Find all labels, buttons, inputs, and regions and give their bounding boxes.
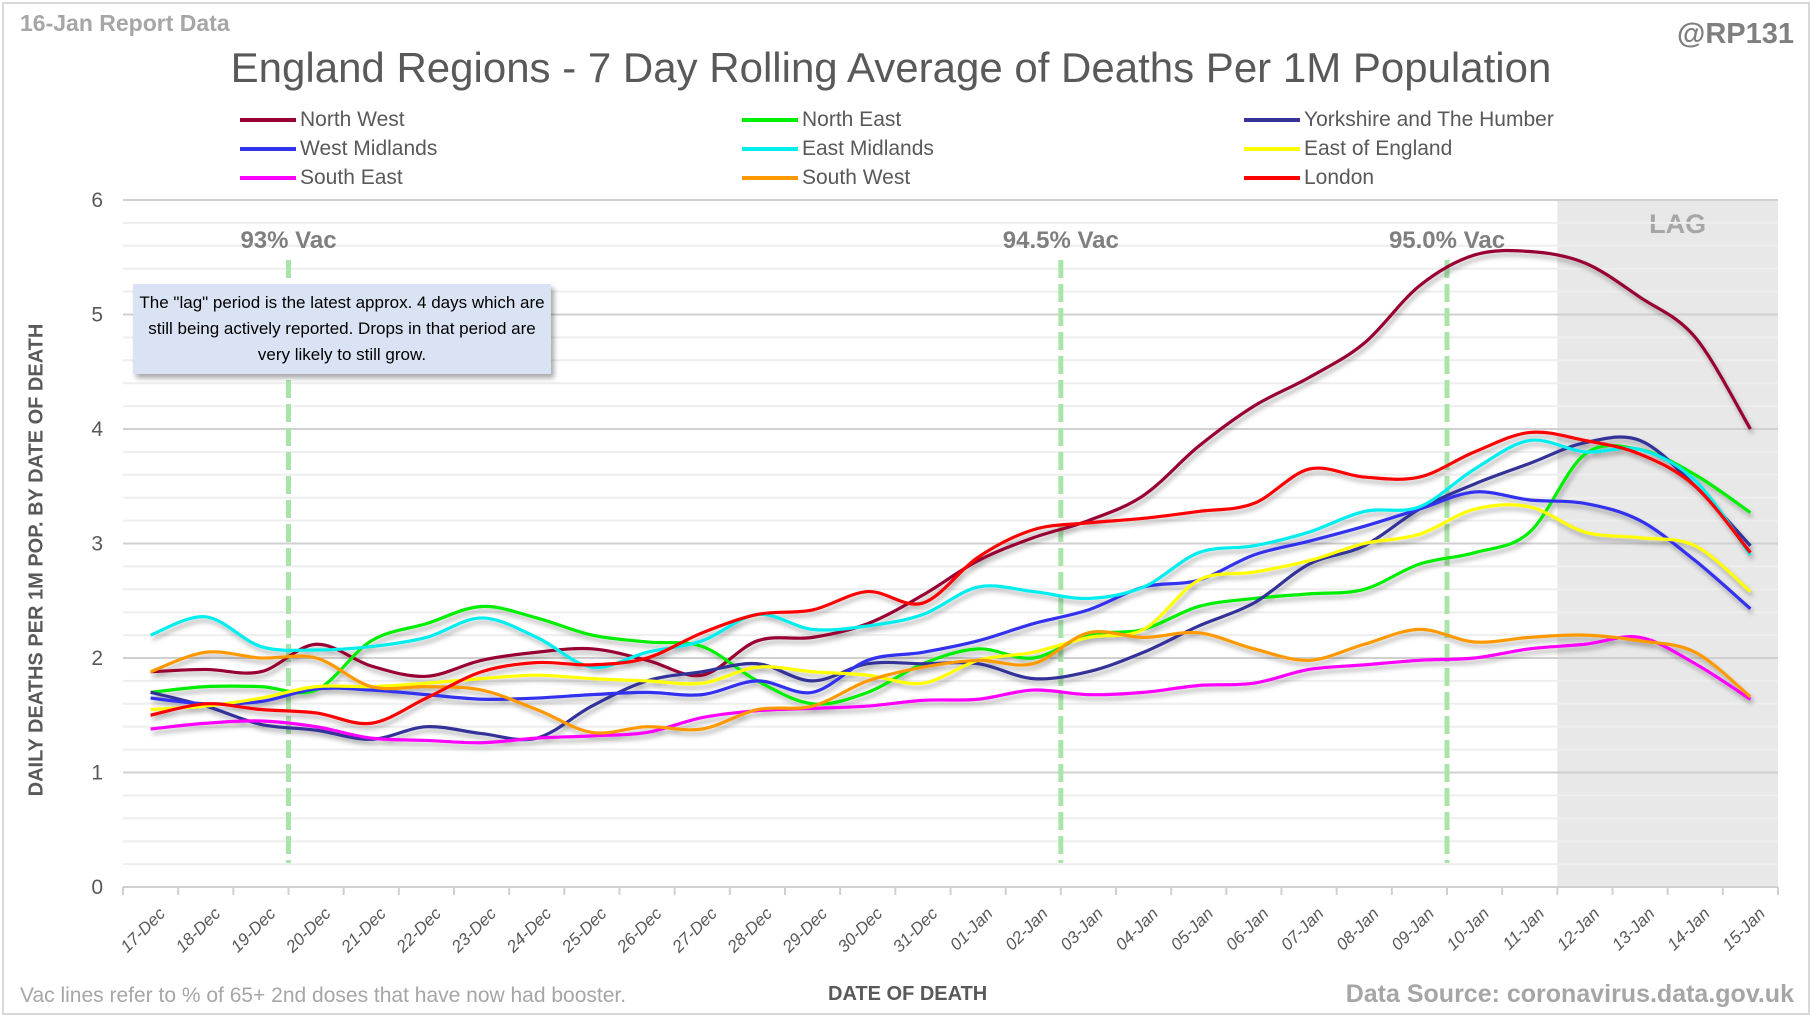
x-tick-label: 26-Dec [613, 904, 666, 957]
x-tick-label: 07-Jan [1277, 904, 1327, 954]
legend-swatch [1244, 146, 1300, 151]
legend-label: London [1304, 165, 1375, 189]
legend-swatch [742, 146, 798, 151]
x-tick-label: 22-Dec [392, 904, 445, 957]
x-tick-label: 10-Jan [1443, 904, 1493, 954]
x-tick-label: 09-Jan [1388, 904, 1438, 954]
x-tick-label: 04-Jan [1112, 904, 1162, 954]
legend-swatch [240, 175, 296, 180]
x-tick-label: 01-Jan [946, 904, 996, 954]
x-tick-label: 20-Dec [282, 904, 335, 957]
legend-swatch [1244, 117, 1300, 122]
x-tick-label: 31-Dec [889, 904, 942, 957]
x-tick-label: 21-Dec [337, 904, 390, 957]
series-line-east-midlands [150, 438, 1752, 670]
x-tick-label: 06-Jan [1222, 904, 1272, 954]
vac-footnote: Vac lines refer to % of 65+ 2nd doses th… [20, 984, 627, 1007]
x-tick-label: 02-Jan [1002, 904, 1052, 954]
y-axis-label: DAILY DEATHS PER 1M POP. BY DATE OF DEAT… [25, 323, 48, 797]
legend-item: East Midlands [742, 135, 1244, 162]
legend-swatch [240, 117, 296, 122]
y-tick-label: 4 [91, 418, 103, 441]
x-tick-label: 15-Jan [1719, 904, 1769, 954]
legend-item: South East [240, 164, 742, 191]
y-tick-label: 5 [91, 304, 103, 327]
legend-item: East of England [1244, 135, 1624, 162]
legend-label: South East [300, 165, 403, 189]
legend-label: East of England [1304, 136, 1453, 160]
vac-marker-label: 93% Vac [240, 227, 336, 254]
x-tick-label: 23-Dec [447, 904, 500, 957]
legend-swatch [240, 146, 296, 151]
author-handle: @RP131 [1677, 18, 1794, 50]
y-tick-label: 0 [91, 876, 103, 899]
series-line-east-of-england [150, 503, 1752, 712]
legend-label: North West [300, 107, 405, 131]
x-tick-label: 13-Jan [1608, 904, 1658, 954]
y-tick-label: 3 [91, 533, 103, 556]
x-tick-label: 27-Dec [668, 904, 721, 957]
legend-label: South West [802, 165, 911, 189]
x-tick-label: 25-Dec [557, 904, 610, 957]
x-tick-label: 05-Jan [1167, 904, 1217, 954]
x-tick-label: 30-Dec [834, 904, 887, 957]
legend-label: North East [802, 107, 902, 131]
vac-marker-label: 94.5% Vac [1003, 227, 1119, 254]
legend-item: Yorkshire and The Humber [1244, 106, 1624, 133]
legend: North West North East Yorkshire and The Hu… [240, 106, 1620, 191]
x-tick-label: 24-Dec [502, 904, 555, 957]
lag-explanation-note: The "lag" period is the latest approx. 4… [133, 284, 551, 374]
y-tick-label: 6 [91, 189, 103, 212]
series-line-south-east [150, 635, 1752, 745]
x-tick-label: 11-Jan [1499, 904, 1548, 953]
x-tick-label: 12-Jan [1553, 904, 1603, 954]
legend-label: Yorkshire and The Humber [1304, 107, 1554, 131]
vac-marker-label: 95.0% Vac [1389, 227, 1505, 254]
data-source: Data Source: coronavirus.data.gov.uk [1345, 980, 1794, 1008]
legend-item: North East [742, 106, 1244, 133]
legend-item: North West [240, 106, 742, 133]
series-line-west-midlands [150, 490, 1752, 706]
x-tick-label: 08-Jan [1333, 904, 1383, 954]
legend-item: South West [742, 164, 1244, 191]
legend-item: London [1244, 164, 1624, 191]
x-tick-label: 14-Jan [1664, 904, 1714, 954]
legend-swatch [1244, 175, 1300, 180]
x-tick-label: 19-Dec [227, 904, 280, 957]
x-tick-label: 17-Dec [117, 904, 170, 957]
report-date-label: 16-Jan Report Data [20, 10, 230, 36]
legend-swatch [742, 117, 798, 122]
legend-item: West Midlands [240, 135, 742, 162]
series-line-london [150, 430, 1752, 726]
legend-swatch [742, 175, 798, 180]
legend-label: West Midlands [300, 136, 438, 160]
x-axis-label: DATE OF DEATH [828, 983, 988, 1005]
y-tick-label: 2 [91, 647, 103, 670]
lag-label: LAG [1649, 209, 1706, 239]
x-tick-label: 18-Dec [172, 904, 225, 957]
series-line-north-east [150, 443, 1752, 706]
y-tick-label: 1 [91, 762, 103, 785]
x-tick-label: 29-Dec [778, 904, 831, 957]
chart-title: England Regions - 7 Day Rolling Average … [230, 44, 1552, 91]
x-tick-label: 28-Dec [723, 904, 776, 957]
series-line-south-west [150, 627, 1752, 735]
x-tick-label: 03-Jan [1057, 904, 1107, 954]
legend-label: East Midlands [802, 136, 934, 160]
